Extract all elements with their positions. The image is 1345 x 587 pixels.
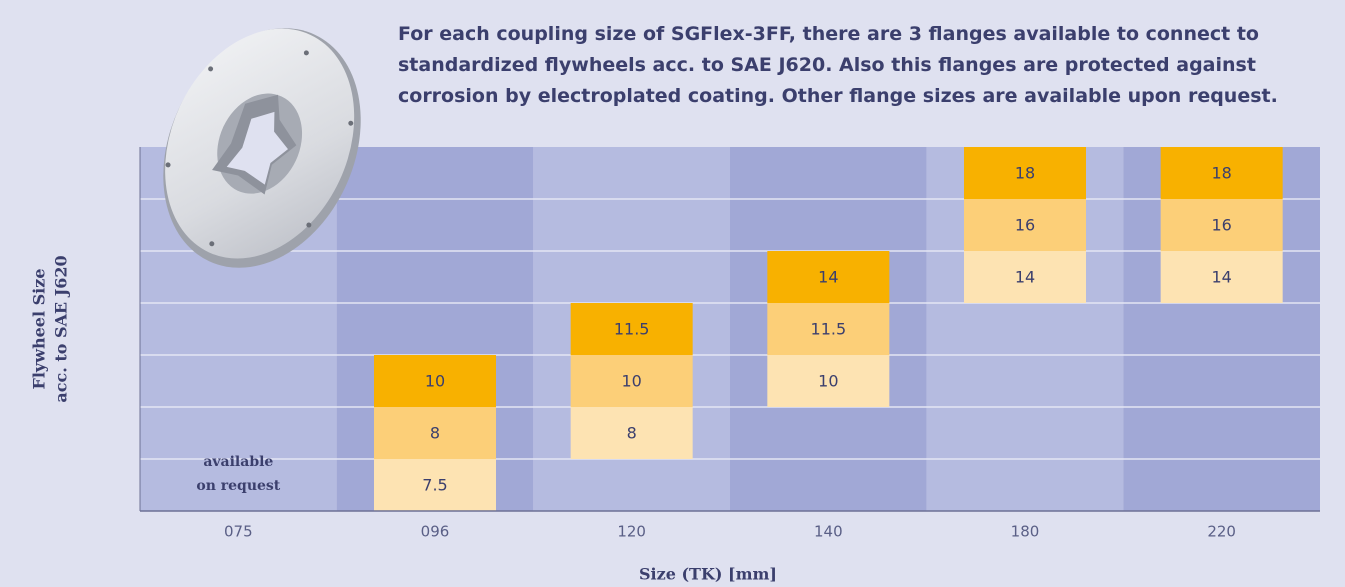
- description-line: corrosion by electroplated coating. Othe…: [398, 85, 1278, 107]
- description-line: For each coupling size of SGFlex-3FF, th…: [398, 23, 1259, 45]
- flange-cell-label: 16: [1015, 216, 1035, 235]
- flange-cell-label: 11.5: [811, 320, 847, 339]
- x-tick-label: 220: [1207, 523, 1236, 541]
- flange-cell-label: 14: [1211, 268, 1231, 287]
- y-axis-label: Flywheel Size: [30, 268, 49, 389]
- flange-cell-label: 18: [1211, 164, 1231, 183]
- flange-cell-label: 14: [1015, 268, 1035, 287]
- flange-cell-label: 10: [818, 372, 838, 391]
- flange-cell-label: 14: [818, 268, 838, 287]
- description-line: standardized flywheels acc. to SAE J620.…: [398, 54, 1256, 76]
- note: on request: [196, 478, 280, 494]
- flange-cell-label: 8: [627, 424, 637, 443]
- flange-cell-label: 10: [621, 372, 641, 391]
- flange-cell-label: 10: [425, 372, 445, 391]
- x-tick-label: 075: [224, 523, 253, 541]
- flange-cell-label: 16: [1211, 216, 1231, 235]
- flange-cell-label: 11.5: [614, 320, 650, 339]
- x-tick-label: 120: [617, 523, 646, 541]
- x-axis-label: Size (TK) [mm]: [639, 565, 777, 584]
- flange-chart: 075 available on request 096 7.5 8 10 120 8 10 11.…: [0, 0, 1345, 587]
- flange-cell-label: 18: [1015, 164, 1035, 183]
- x-tick-label: 096: [421, 523, 450, 541]
- x-tick-label: 140: [814, 523, 843, 541]
- y-axis-label: acc. to SAE J620: [52, 255, 71, 402]
- flange-cell-label: 7.5: [422, 476, 447, 495]
- flange-cell-label: 8: [430, 424, 440, 443]
- note: available: [203, 454, 273, 470]
- x-tick-label: 180: [1011, 523, 1040, 541]
